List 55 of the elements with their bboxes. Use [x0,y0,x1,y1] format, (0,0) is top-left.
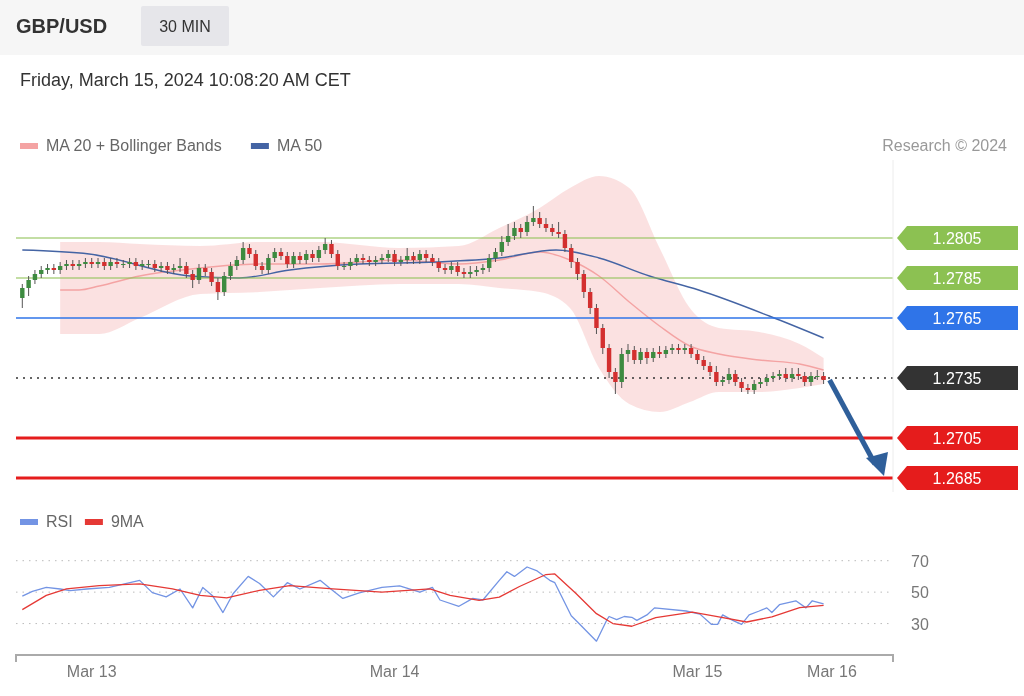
legend-label: RSI [46,513,73,530]
candlestick [335,249,340,271]
candlestick [26,275,31,297]
candlestick [569,243,574,269]
legend-label: MA 20 + Bollinger Bands [46,137,222,154]
candlestick [222,271,227,297]
candlestick [594,303,599,335]
candlestick [815,369,820,381]
legend-label: MA 50 [276,137,323,154]
y-tick-label: 50 [911,584,929,602]
candlestick [524,215,530,237]
candlestick [341,261,347,271]
text: Mar 16 [807,663,857,680]
chart-title: GBP/USD [16,15,108,37]
line-series [21,573,825,627]
y-tick-label: 1.2805 [932,230,982,247]
candlestick [240,241,246,265]
candlestick [688,343,694,359]
candlestick [644,347,650,365]
chart-subtitle: 30 MIN [159,18,211,35]
candlestick [726,367,732,385]
candlestick [606,343,612,379]
candlestick [531,205,536,227]
y-tick-label: 1.2765 [932,310,982,327]
candlestick [707,361,713,377]
text: Research © 2024 [882,137,1008,154]
candlestick [714,365,719,387]
candlestick [600,323,605,355]
candlestick [32,269,38,285]
candlestick [505,223,511,247]
candlestick [196,263,202,285]
y-tick-label: 1.2735 [932,370,982,387]
x-tick-label: Mar 15 [672,663,723,680]
candlestick [808,371,814,387]
candlestick [215,277,221,301]
line-series [21,249,825,339]
candlestick [613,367,618,395]
x-tick-label: Mar 14 [369,663,420,680]
candlestick [587,287,593,315]
candlestick [562,229,568,253]
candlestick [581,269,587,299]
x-tick-label: Mar 13 [66,663,117,680]
candlestick [499,235,505,257]
y-tick-label: 30 [911,615,929,633]
candlestick [20,283,25,309]
y-tick-label: 1.2705 [932,430,982,447]
candlestick [266,253,271,275]
y-tick-label: 1.2685 [932,470,982,487]
candlestick [575,257,580,281]
y-tick-label: 70 [911,552,929,570]
text: Friday, March 15, 2024 10:08:20 AM CET [20,70,351,90]
y-tick-label: 1.2785 [932,270,982,287]
candlestick [253,249,258,271]
line-series [21,566,825,642]
legend-label: 9MA [110,513,145,530]
